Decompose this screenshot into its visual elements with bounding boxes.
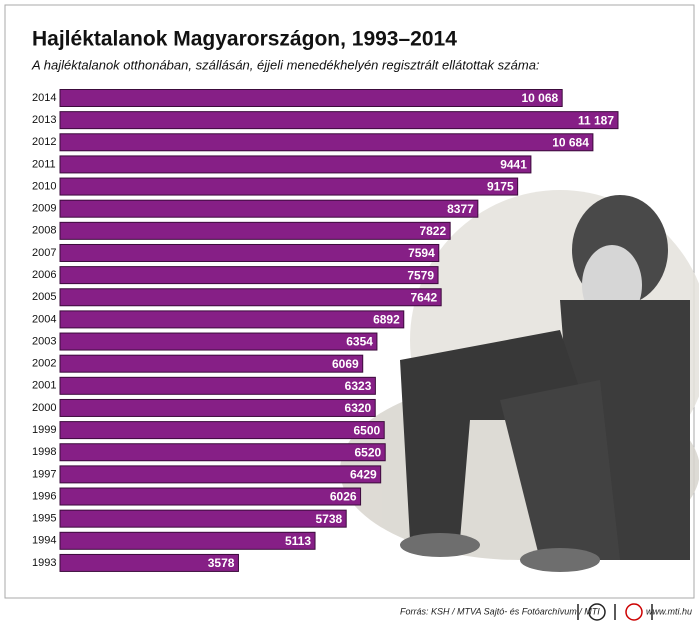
bar bbox=[59, 310, 405, 329]
value-label: 3578 bbox=[208, 556, 235, 570]
bar bbox=[59, 487, 362, 506]
bar bbox=[59, 111, 619, 130]
y-tick-label: 2011 bbox=[32, 158, 56, 170]
photo bbox=[340, 190, 699, 572]
value-label: 10 684 bbox=[552, 135, 589, 149]
y-tick-label: 2009 bbox=[32, 203, 56, 215]
bar bbox=[59, 421, 385, 440]
value-label: 7822 bbox=[419, 224, 446, 238]
logos bbox=[577, 603, 653, 621]
value-label: 6892 bbox=[373, 313, 400, 327]
bar bbox=[59, 177, 519, 196]
value-label: 10 068 bbox=[521, 91, 558, 105]
y-tick-label: 1993 bbox=[32, 557, 56, 569]
y-tick-label: 1997 bbox=[32, 468, 56, 480]
bar bbox=[59, 332, 378, 351]
y-tick-label: 2005 bbox=[32, 291, 56, 303]
y-tick-label: 1996 bbox=[32, 490, 56, 502]
value-label: 5113 bbox=[285, 534, 311, 548]
chart-subtitle: A hajléktalanok otthonában, szállásán, é… bbox=[31, 57, 540, 72]
value-label: 7594 bbox=[408, 246, 435, 260]
value-label: 7642 bbox=[410, 290, 437, 304]
y-tick-label: 2014 bbox=[32, 92, 56, 104]
bar bbox=[59, 243, 440, 262]
y-tick-label: 2008 bbox=[32, 225, 56, 237]
chart-title: Hajléktalanok Magyarországon, 1993–2014 bbox=[32, 28, 457, 51]
value-label: 6069 bbox=[332, 357, 359, 371]
value-label: 9175 bbox=[487, 180, 514, 194]
bar bbox=[59, 465, 382, 484]
y-tick-label: 2003 bbox=[32, 335, 56, 347]
value-label: 11 187 bbox=[578, 113, 614, 127]
value-label: 6429 bbox=[350, 468, 377, 482]
y-tick-label: 2002 bbox=[32, 358, 56, 370]
y-tick-label: 2010 bbox=[32, 180, 56, 192]
value-label: 6323 bbox=[345, 379, 372, 393]
y-tick-label: 2006 bbox=[32, 269, 56, 281]
y-tick-label: 2012 bbox=[32, 136, 56, 148]
bar bbox=[59, 266, 439, 285]
y-tick-label: 1999 bbox=[32, 424, 56, 436]
value-label: 5738 bbox=[316, 512, 343, 526]
bar bbox=[59, 509, 347, 528]
bar bbox=[59, 376, 376, 395]
y-tick-label: 1998 bbox=[32, 446, 56, 458]
bar bbox=[59, 531, 316, 550]
source: Forrás: KSH / MTVA Sajtó- és Fotóarchívu… bbox=[400, 606, 600, 616]
y-tick-label: 2013 bbox=[32, 114, 56, 126]
bar bbox=[59, 288, 442, 307]
bar bbox=[59, 199, 479, 218]
url: www.mti.hu bbox=[646, 606, 692, 616]
bar bbox=[59, 221, 451, 240]
y-tick-label: 2007 bbox=[32, 247, 56, 259]
value-label: 6026 bbox=[330, 490, 357, 504]
bar bbox=[59, 553, 239, 572]
value-label: 8377 bbox=[447, 202, 474, 216]
y-tick-label: 2000 bbox=[32, 402, 56, 414]
value-label: 6320 bbox=[345, 401, 372, 415]
bar bbox=[59, 398, 376, 417]
value-label: 9441 bbox=[500, 158, 527, 172]
bar bbox=[59, 133, 594, 152]
bar bbox=[59, 155, 532, 174]
value-label: 6354 bbox=[346, 335, 373, 349]
value-label: 7579 bbox=[407, 268, 434, 282]
bar bbox=[59, 89, 563, 107]
value-label: 6500 bbox=[354, 423, 381, 437]
value-label: 6520 bbox=[355, 445, 382, 459]
bar bbox=[59, 443, 386, 462]
y-tick-label: 1994 bbox=[32, 535, 56, 547]
y-tick-label: 1995 bbox=[32, 513, 56, 525]
y-tick-label: 2001 bbox=[32, 380, 56, 392]
y-tick-label: 2004 bbox=[32, 313, 56, 325]
bar bbox=[59, 354, 364, 373]
